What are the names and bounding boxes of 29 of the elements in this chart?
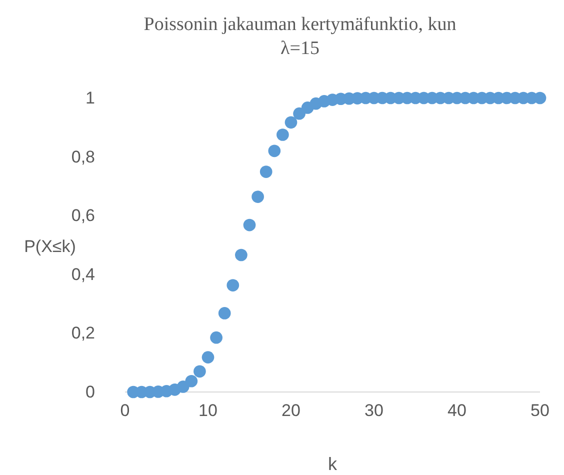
x-tick-label: 20 — [282, 401, 300, 420]
y-tick-label: 0 — [86, 382, 95, 402]
point — [202, 351, 214, 364]
y-tick-label: 0,8 — [71, 147, 95, 166]
point — [226, 279, 240, 292]
y-tick-label: 0,6 — [71, 206, 95, 226]
x-tick-label: 30 — [364, 401, 384, 420]
point — [293, 107, 306, 120]
point — [210, 331, 222, 344]
y-tick-label: 1 — [86, 88, 95, 108]
y-tick-label: 0,2 — [71, 324, 95, 343]
x-tick-label: 40 — [448, 401, 466, 420]
x-tick-label: 50 — [530, 401, 550, 420]
point — [260, 166, 272, 178]
chart-title: Poissonin jakauman kertymäfunktio, kun λ=15 — [144, 14, 457, 59]
y-axis-title: P(X≤k) — [24, 237, 76, 256]
point — [218, 307, 231, 320]
point — [235, 248, 248, 262]
point — [252, 190, 264, 203]
x-axis-title: k — [328, 454, 338, 474]
point — [185, 374, 198, 388]
point — [284, 116, 298, 129]
point — [276, 128, 289, 141]
y-tick-label: 0,4 — [71, 264, 95, 284]
point — [243, 218, 256, 232]
point — [194, 365, 206, 378]
point — [268, 144, 281, 158]
x-tick-label: 10 — [198, 401, 218, 420]
x-tick-label: 0 — [120, 401, 130, 420]
